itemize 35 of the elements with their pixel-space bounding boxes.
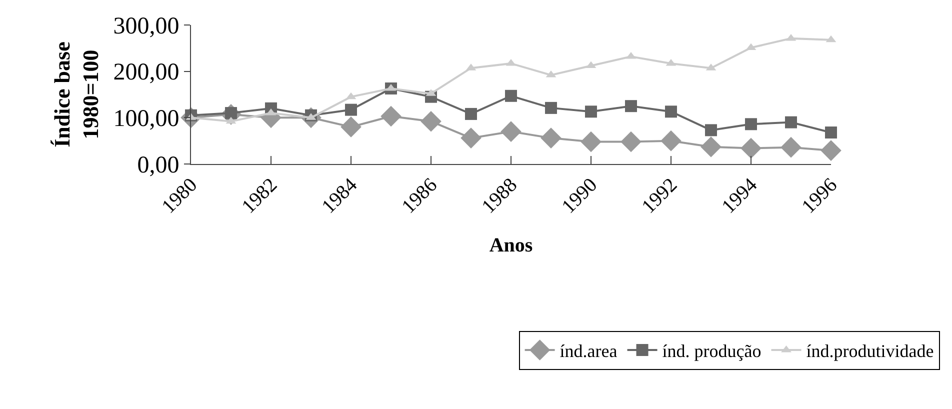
point <box>585 106 597 118</box>
point <box>780 136 802 158</box>
point <box>665 106 677 118</box>
point <box>785 116 797 128</box>
y-tick-label: 300,00 <box>113 13 180 40</box>
y-axis-title: Índice base 1980=100 <box>49 41 103 148</box>
x-axis-title: Anos <box>489 234 533 256</box>
point <box>340 116 362 138</box>
x-tick-label: 1982 <box>238 174 282 218</box>
legend-label: índ. produção <box>662 341 762 362</box>
point <box>460 128 482 148</box>
x-tick-label: 1990 <box>558 174 602 218</box>
point <box>625 100 637 112</box>
point <box>580 131 602 152</box>
legend-label: índ.produtividade <box>806 341 934 362</box>
point <box>740 138 762 159</box>
point <box>820 140 842 161</box>
point <box>380 106 402 127</box>
point <box>745 118 757 130</box>
point <box>700 136 722 158</box>
y-tick-label: 100,00 <box>113 106 180 132</box>
point <box>705 124 717 136</box>
legend-label: índ.area <box>560 341 618 362</box>
point <box>620 131 642 152</box>
point <box>545 102 557 114</box>
point <box>825 126 837 138</box>
y-tick-label: 200,00 <box>113 60 180 86</box>
point <box>505 90 517 102</box>
x-tick-label: 1992 <box>638 174 682 218</box>
point <box>500 121 522 142</box>
point <box>540 128 562 148</box>
point <box>420 110 442 132</box>
point <box>465 108 477 120</box>
point <box>660 130 682 152</box>
point <box>345 104 357 116</box>
